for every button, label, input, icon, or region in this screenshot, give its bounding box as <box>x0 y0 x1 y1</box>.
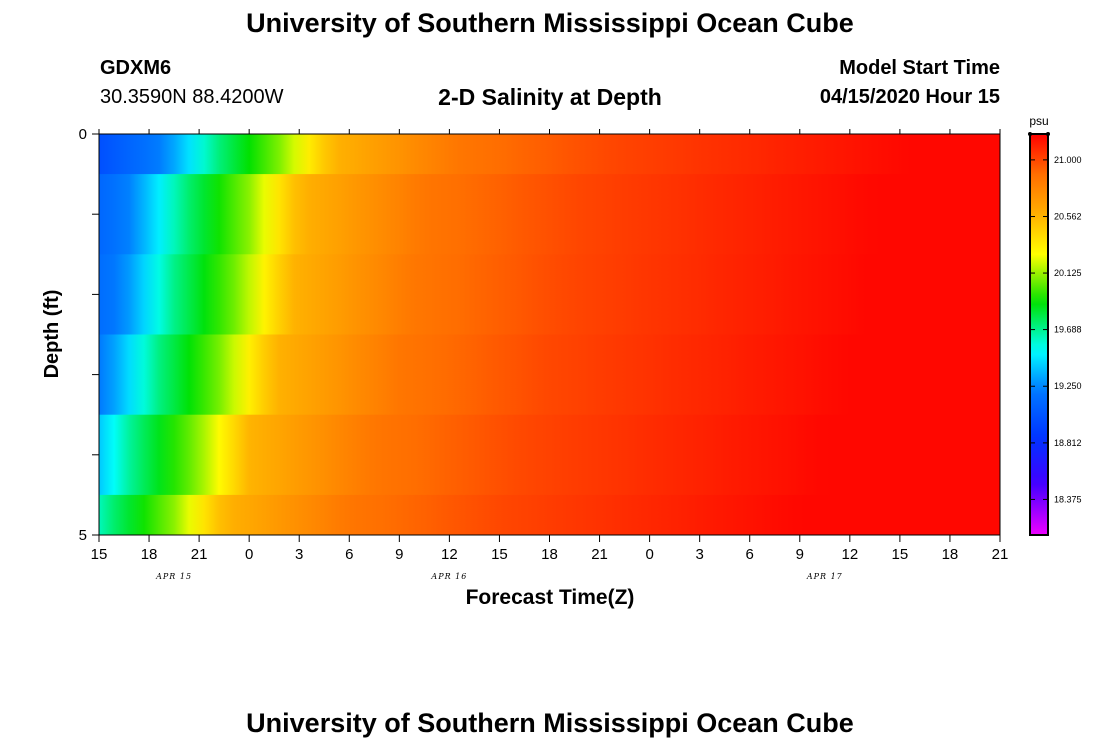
x-tick-label: 3 <box>295 546 303 563</box>
colorbar-corner-dot <box>1028 132 1032 136</box>
x-axis-label: Forecast Time(Z) <box>466 586 635 609</box>
station-coordinates: 30.3590N 88.4200W <box>100 86 284 108</box>
colorbar: 21.000 20.562 20.125 19.688 19.250 18.812 18.3… <box>1028 114 1082 536</box>
date-label: APR 16 <box>430 572 467 581</box>
colorbar-scale <box>1029 133 1049 536</box>
heatmap-layer-band <box>99 414 1000 496</box>
colorbar-tick-label: 20.125 <box>1054 268 1082 278</box>
heatmap <box>99 134 1000 536</box>
x-tick-label: 0 <box>645 546 653 563</box>
y-tick-label: 5 <box>79 527 87 544</box>
x-tick-label: 12 <box>441 546 458 563</box>
colorbar-corner-dot <box>1046 132 1050 136</box>
x-tick-label: 18 <box>942 546 959 563</box>
x-tick-label: 12 <box>841 546 858 563</box>
heatmap-layer-band <box>99 174 1000 255</box>
x-tick-label: 9 <box>395 546 403 563</box>
x-tick-label: 21 <box>591 546 608 563</box>
x-tick-label: 15 <box>91 546 108 563</box>
x-tick-label: 21 <box>992 546 1009 563</box>
model-start-time: 04/15/2020 Hour 15 <box>819 86 1000 108</box>
x-tick-label: 6 <box>345 546 353 563</box>
station-id: GDXM6 <box>100 57 172 79</box>
x-tick-label: 0 <box>245 546 253 563</box>
x-tick-label: 15 <box>491 546 508 563</box>
heatmap-layer-band <box>99 334 1000 416</box>
footer-title: University of Southern Mississippi Ocean… <box>246 708 854 738</box>
colorbar-tick-label: 21.000 <box>1054 155 1082 165</box>
x-tick-label: 9 <box>796 546 804 563</box>
model-start-label: Model Start Time <box>839 57 1000 79</box>
date-label: APR 17 <box>806 572 843 581</box>
date-label: APR 15 <box>155 572 192 581</box>
y-axis-label: Depth (ft) <box>41 290 63 379</box>
x-tick-label: 15 <box>892 546 909 563</box>
colorbar-tick-label: 19.250 <box>1054 381 1082 391</box>
x-tick-label: 18 <box>141 546 158 563</box>
page-title: University of Southern Mississippi Ocean… <box>246 8 854 38</box>
x-tick-label: 6 <box>746 546 754 563</box>
chart-title: 2-D Salinity at Depth <box>438 84 662 110</box>
heatmap-layer-band <box>99 494 1000 536</box>
heatmap-layer-band <box>99 134 1000 175</box>
colorbar-tick-label: 18.375 <box>1054 494 1082 504</box>
x-tick-label: 21 <box>191 546 208 563</box>
x-tick-label: 3 <box>695 546 703 563</box>
colorbar-unit: psu <box>1029 114 1048 128</box>
colorbar-tick-label: 20.562 <box>1054 212 1082 222</box>
x-tick-label: 18 <box>541 546 558 563</box>
y-tick-label: 0 <box>79 126 87 143</box>
heatmap-layer-band <box>99 254 1000 335</box>
colorbar-tick-label: 18.812 <box>1054 438 1082 448</box>
colorbar-tick-label: 19.688 <box>1054 325 1082 335</box>
